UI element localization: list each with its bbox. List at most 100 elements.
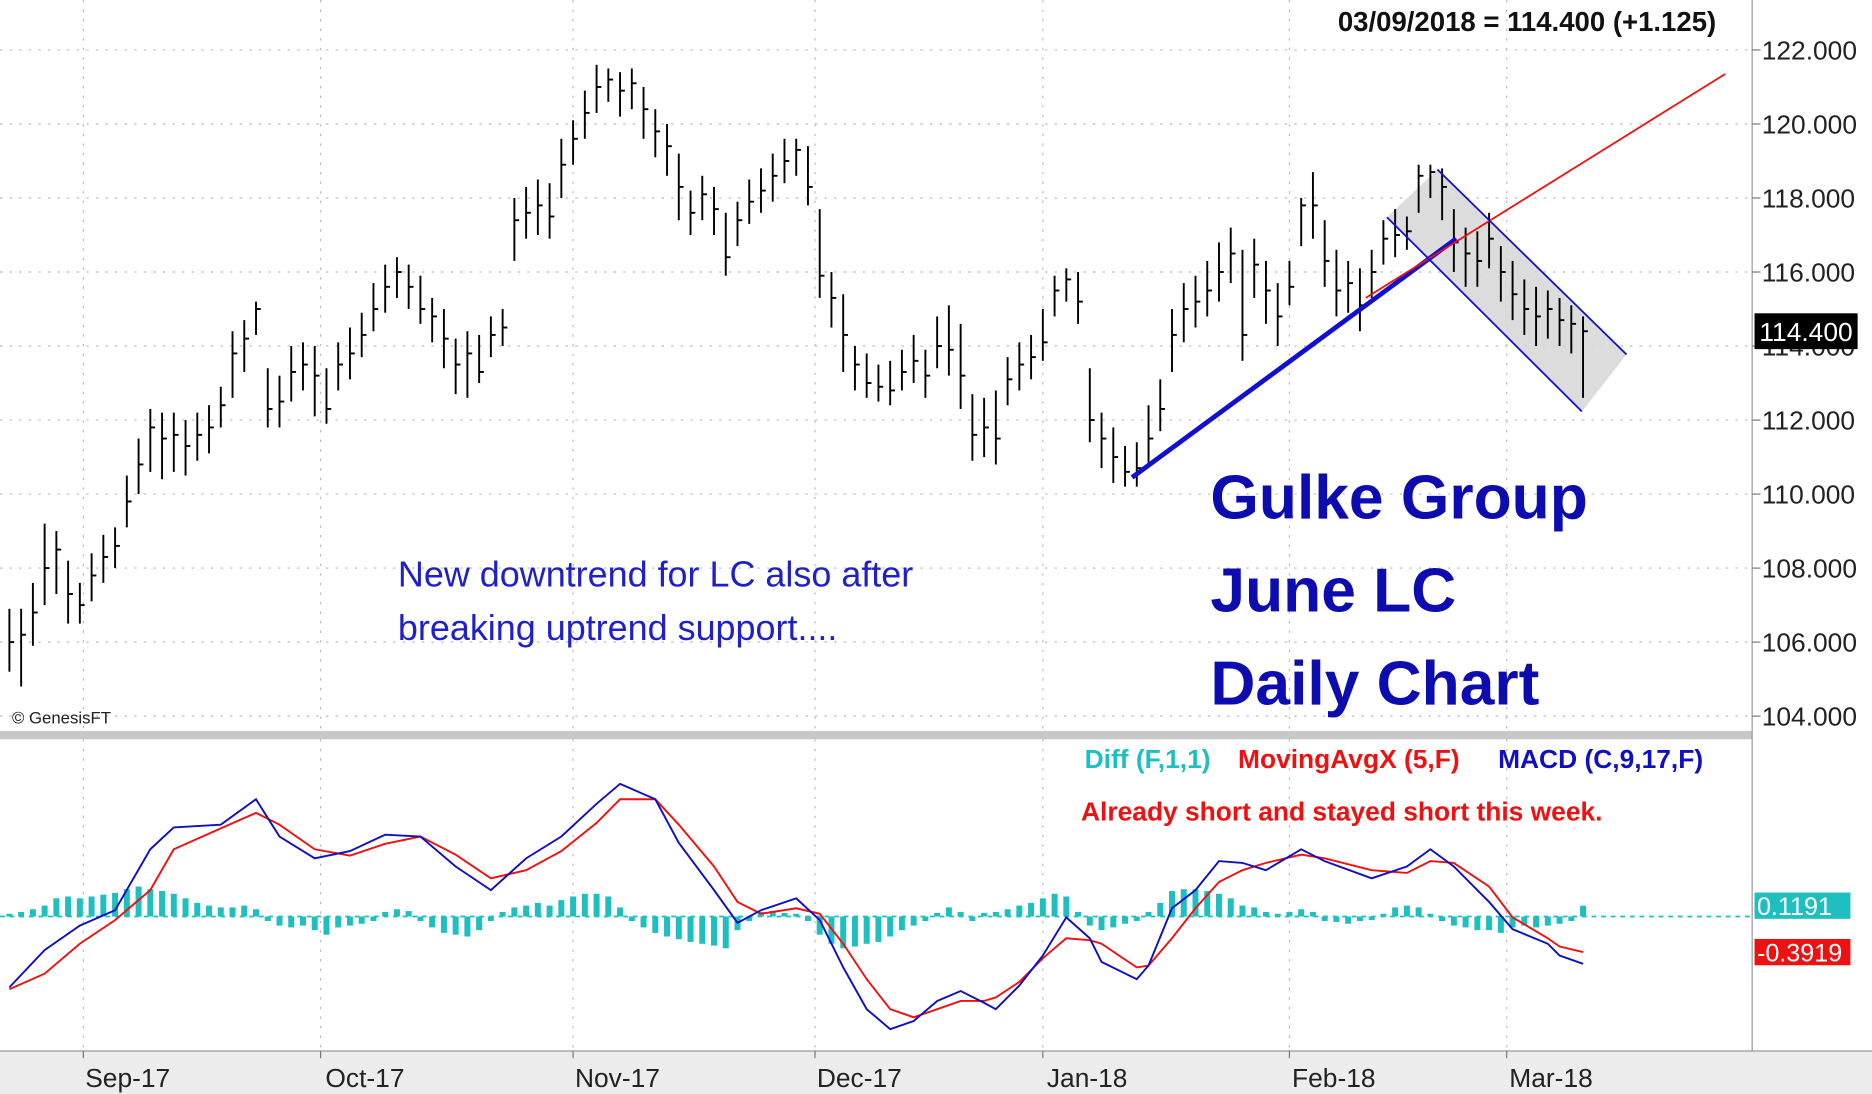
histogram-bar [276,916,283,926]
headline: Daily Chart [1210,650,1539,719]
histogram-bar [382,911,389,917]
histogram-bar [405,911,412,917]
annotation: breaking uptrend support.... [398,608,838,648]
histogram-bar [206,905,213,917]
histogram-bar [617,907,624,917]
histogram-bar [687,916,694,942]
histogram-bar [957,911,964,917]
histogram-bar [1016,905,1023,917]
annotation: New downtrend for LC also after [398,554,913,594]
histogram-bar [346,916,353,926]
histogram-bar [1180,889,1187,917]
histogram-bar [605,896,612,917]
histogram-bar [464,916,471,937]
histogram-bar [1309,911,1316,917]
histogram-bar [945,907,952,917]
histogram-bar [440,916,447,933]
histogram-bar [910,916,917,926]
last-price-box [1754,313,1858,350]
histogram-bar [628,916,635,922]
indicator-line [8,782,1584,1031]
histogram-bar [1509,916,1516,928]
histogram-bar [1298,909,1305,917]
x-tick-label: Oct-17 [325,1063,404,1093]
histogram-bar [358,916,365,924]
histogram-bar [499,911,506,917]
last-value-box [1754,938,1851,966]
histogram-bar [746,916,753,922]
histogram-bar [288,916,295,928]
histogram-bar [1145,911,1152,917]
histogram-bar [1286,911,1293,917]
histogram-bar [1333,916,1340,922]
histogram-bar [1474,916,1481,931]
histogram-bar [299,916,306,926]
histogram-bar [229,907,236,917]
histogram-bar [664,916,671,937]
histogram-bar [1380,913,1387,917]
last-price-label: 114.400 [1759,317,1852,347]
histogram-bar [1039,898,1046,917]
histogram-bar [29,909,36,917]
histogram-bar [112,892,119,917]
histogram-bar [323,916,330,935]
histogram-bar [523,905,530,917]
histogram-bar [487,916,494,922]
histogram-bar [18,911,25,917]
histogram-bar [793,913,800,917]
histogram-bar [699,916,706,944]
histogram-bar [1403,905,1410,917]
histogram-bar [546,905,553,917]
histogram-bar [1251,907,1258,917]
histogram-bar [1075,911,1082,917]
histogram-bar [1345,916,1352,924]
histogram-bar [804,916,811,922]
histogram-bar [816,916,823,935]
x-tick-label: Mar-18 [1509,1063,1593,1093]
note: Already short and stayed short this week… [1081,797,1602,827]
histogram-bar [863,916,870,944]
histogram-bar [511,907,518,917]
histogram-bar [781,912,788,917]
trendline [1365,73,1726,299]
histogram-bar [1098,916,1105,931]
y-tick-label: 108.000 [1762,554,1857,584]
headline: Gulke Group [1210,463,1587,532]
histogram-bar [100,894,107,917]
histogram-bar [840,916,847,949]
histogram-bar [41,905,48,917]
histogram-bar [851,916,858,947]
histogram-bar [159,891,166,917]
histogram-bar [1462,916,1469,928]
histogram-bar [1239,905,1246,917]
last-value-label: 0.1191 [1757,893,1832,921]
histogram-bar [875,916,882,942]
histogram-bar [769,911,776,917]
y-tick-label: 106.000 [1762,628,1857,658]
trendline [1130,236,1458,480]
histogram-bar [969,916,976,922]
trendline [1436,168,1628,356]
trendline [1386,216,1583,413]
histogram-bar [1568,916,1575,922]
histogram-bar [1368,916,1375,921]
histogram-bar [1004,909,1011,917]
histogram-bar [6,913,13,917]
y-tick-label: 110.000 [1762,480,1855,510]
histogram-bar [1427,913,1434,917]
histogram-bar [76,898,83,917]
histogram-bar [1521,916,1528,926]
histogram-bar [1392,907,1399,917]
histogram-bar [393,909,400,917]
histogram-bar [335,916,342,928]
y-tick-label: 104.000 [1762,702,1857,732]
histogram-bar [1497,916,1504,933]
histogram-bar [1439,916,1446,922]
histogram-bar [898,916,905,931]
y-tick-label: 118.000 [1762,184,1855,214]
histogram-bar [1227,898,1234,917]
last-value-label: -0.3919 [1757,940,1842,968]
histogram-bar [1450,916,1457,926]
